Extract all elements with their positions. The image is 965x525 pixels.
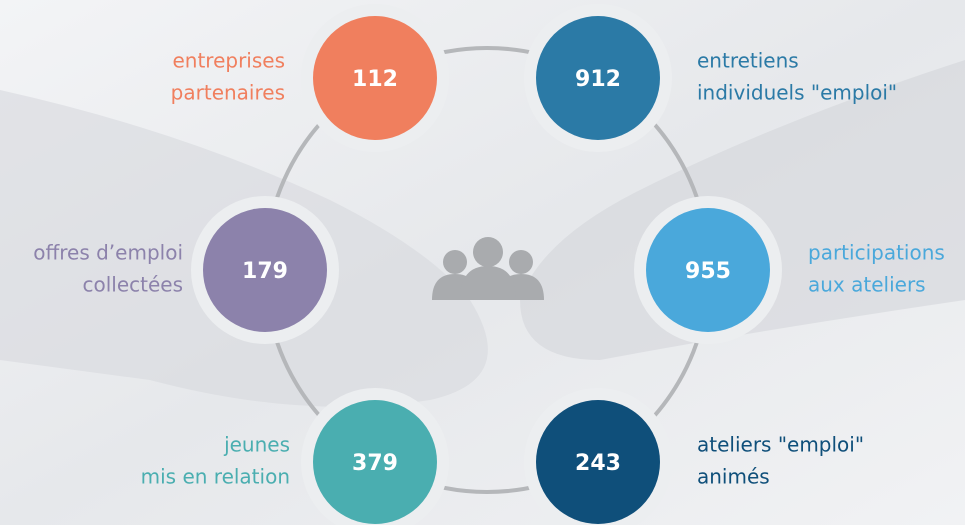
stat-label: mis en relation (141, 465, 290, 489)
stat-value: 379 (352, 451, 398, 476)
stat-label: participations (808, 241, 945, 265)
stat-value: 243 (575, 451, 621, 476)
stat-value: 112 (352, 67, 398, 92)
stat-label: jeunes (223, 433, 290, 457)
stat-label: aux ateliers (808, 273, 926, 297)
stat-label: entreprises (172, 49, 285, 73)
stat-label: individuels "emploi" (697, 81, 897, 105)
infographic: 112 entreprises partenaires 912 entretiens in… (0, 0, 965, 525)
stat-value: 912 (575, 67, 621, 92)
page: 112 entreprises partenaires 912 entretiens in… (0, 0, 965, 525)
stat-value: 955 (685, 259, 731, 284)
stat-label: entretiens (697, 49, 799, 73)
stat-label: collectées (82, 273, 183, 297)
stat-label: partenaires (171, 81, 285, 105)
stat-value: 179 (242, 259, 288, 284)
stat-label: ateliers "emploi" (697, 433, 864, 457)
stat-label: animés (697, 465, 770, 489)
stat-label: offres d’emploi (33, 241, 183, 265)
